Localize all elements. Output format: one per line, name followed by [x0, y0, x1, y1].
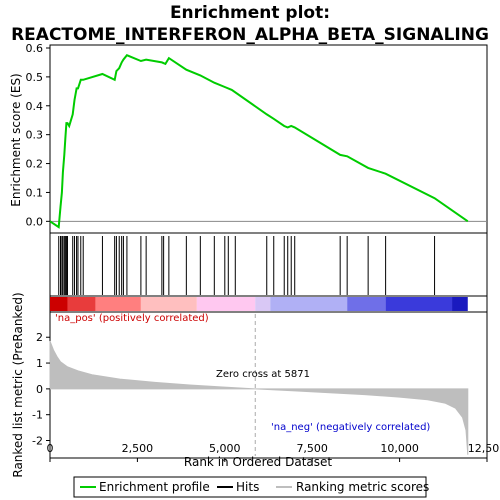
es-y-tick-label: 0.5 [26, 71, 44, 84]
chart-title-line1: Enrichment plot: [170, 3, 330, 23]
es-y-tick-label: 0.0 [26, 215, 44, 228]
x-tick-label: 10,000 [380, 442, 419, 455]
rank-axis-label: Ranked list metric (PreRanked) [11, 292, 25, 477]
heatmap-segment [452, 297, 468, 311]
x-tick-label: 12,500 [468, 442, 500, 455]
heatmap-segment [95, 297, 140, 311]
rank-y-tick-label: -2 [32, 435, 43, 448]
heatmap-segment [197, 297, 255, 311]
es-y-tick-label: 0.2 [26, 158, 44, 171]
x-tick-label: 2,500 [122, 442, 154, 455]
heatmap-segment [50, 297, 67, 311]
legend: Enrichment profile Hits Ranking metric s… [74, 477, 429, 497]
es-y-tick-label: 0.1 [26, 186, 44, 199]
heatmap-segment [386, 297, 452, 311]
rank-y-tick-label: 2 [36, 331, 43, 344]
heatmap-segment [347, 297, 385, 311]
legend-enrichment-label: Enrichment profile [99, 480, 210, 494]
legend-hits-label: Hits [236, 480, 259, 494]
heatmap-segment [67, 297, 95, 311]
heatmap-segment [270, 297, 347, 311]
rank-y-tick-label: -1 [32, 409, 43, 422]
pos-correlated-label: 'na_pos' (positively correlated) [55, 313, 209, 324]
x-tick-label: 5,000 [209, 442, 241, 455]
legend-ranking-label: Ranking metric scores [296, 480, 429, 494]
es-axis-label: Enrichment score (ES) [9, 73, 23, 206]
zero-cross-label: Zero cross at 5871 [216, 369, 310, 380]
x-tick-label: 7,500 [296, 442, 328, 455]
es-y-tick-label: 0.3 [26, 129, 44, 142]
heatmap-layer [50, 297, 468, 311]
es-y-tick-label: 0.6 [26, 42, 44, 55]
x-axis-label: Rank in Ordered Dataset [184, 455, 332, 469]
rank-y-tick-label: 1 [36, 357, 43, 370]
heatmap-segment [255, 297, 270, 311]
es-y-tick-label: 0.4 [26, 100, 44, 113]
rank-y-tick-label: 0 [36, 383, 43, 396]
x-tick-label: 0 [47, 442, 54, 455]
heatmap-segment [141, 297, 197, 311]
chart-title-line2: REACTOME_INTERFERON_ALPHA_BETA_SIGNALING [11, 25, 489, 45]
neg-correlated-label: 'na_neg' (negatively correlated) [271, 422, 430, 433]
